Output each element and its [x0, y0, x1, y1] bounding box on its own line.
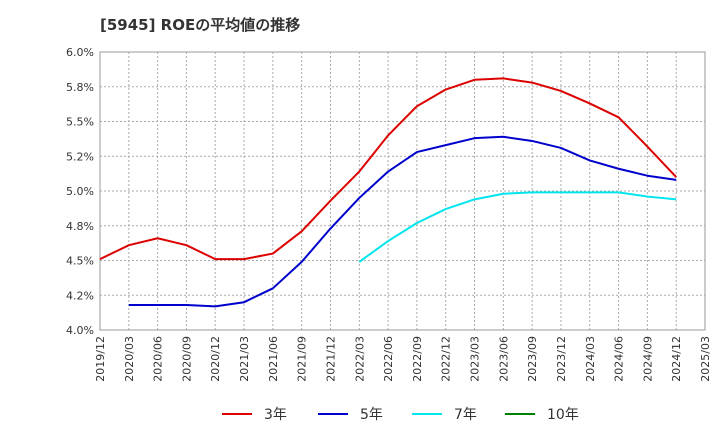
x-tick-label: 2025/03: [699, 336, 712, 382]
x-tick-label: 2022/09: [411, 336, 424, 382]
x-tick-label: 2019/12: [94, 336, 107, 382]
x-tick-label: 2021/09: [296, 336, 309, 382]
x-tick-label: 2024/06: [613, 336, 626, 382]
x-tick-label: 2021/06: [267, 336, 280, 382]
y-tick-label: 5.0%: [66, 185, 94, 198]
x-tick-label: 2021/03: [238, 336, 251, 382]
series-lines: [99, 77, 677, 308]
x-tick-label: 2020/09: [180, 336, 193, 382]
x-tick-label: 2023/09: [526, 336, 539, 382]
x-axis: 2019/12 2020/03 2020/06 2020/09 2020/12 2021/…: [94, 336, 712, 382]
legend: 3年 5年 7年 10年: [222, 407, 579, 423]
y-tick-label: 5.5%: [66, 116, 94, 129]
series-line-7年: [358, 191, 677, 263]
y-axis: 4.0% 4.2% 4.5% 4.8% 5.0% 5.2% 5.5% 5.8% 6.0%: [66, 46, 94, 337]
x-tick-label: 2022/06: [382, 336, 395, 382]
y-tick-label: 5.8%: [66, 81, 94, 94]
legend-label: 3年: [264, 407, 287, 423]
chart-title: [5945] ROEの平均値の推移: [100, 16, 301, 34]
x-tick-label: 2020/03: [123, 336, 136, 382]
y-tick-label: 5.2%: [66, 150, 94, 163]
series-line-5年: [128, 135, 677, 308]
x-tick-label: 2024/03: [584, 336, 597, 382]
x-tick-label: 2020/06: [152, 336, 165, 382]
x-tick-label: 2023/12: [555, 336, 568, 382]
x-tick-label: 2020/12: [209, 336, 222, 382]
y-tick-label: 4.8%: [66, 220, 94, 233]
grid-lines: [100, 52, 705, 330]
x-tick-label: 2022/03: [353, 336, 366, 382]
legend-label: 5年: [360, 407, 383, 423]
x-tick-label: 2021/12: [324, 336, 337, 382]
x-tick-label: 2022/12: [440, 336, 453, 382]
y-tick-label: 4.2%: [66, 289, 94, 302]
legend-label: 7年: [454, 407, 477, 423]
series-line-3年: [99, 77, 677, 261]
plot-area-border: [99, 51, 706, 331]
y-tick-label: 4.0%: [66, 324, 94, 337]
legend-label: 10年: [547, 407, 579, 423]
x-tick-label: 2024/12: [670, 336, 683, 382]
x-tick-label: 2023/06: [497, 336, 510, 382]
x-tick-label: 2023/03: [469, 336, 482, 382]
x-tick-label: 2024/09: [641, 336, 654, 382]
y-tick-label: 4.5%: [66, 255, 94, 268]
y-tick-label: 6.0%: [66, 46, 94, 59]
